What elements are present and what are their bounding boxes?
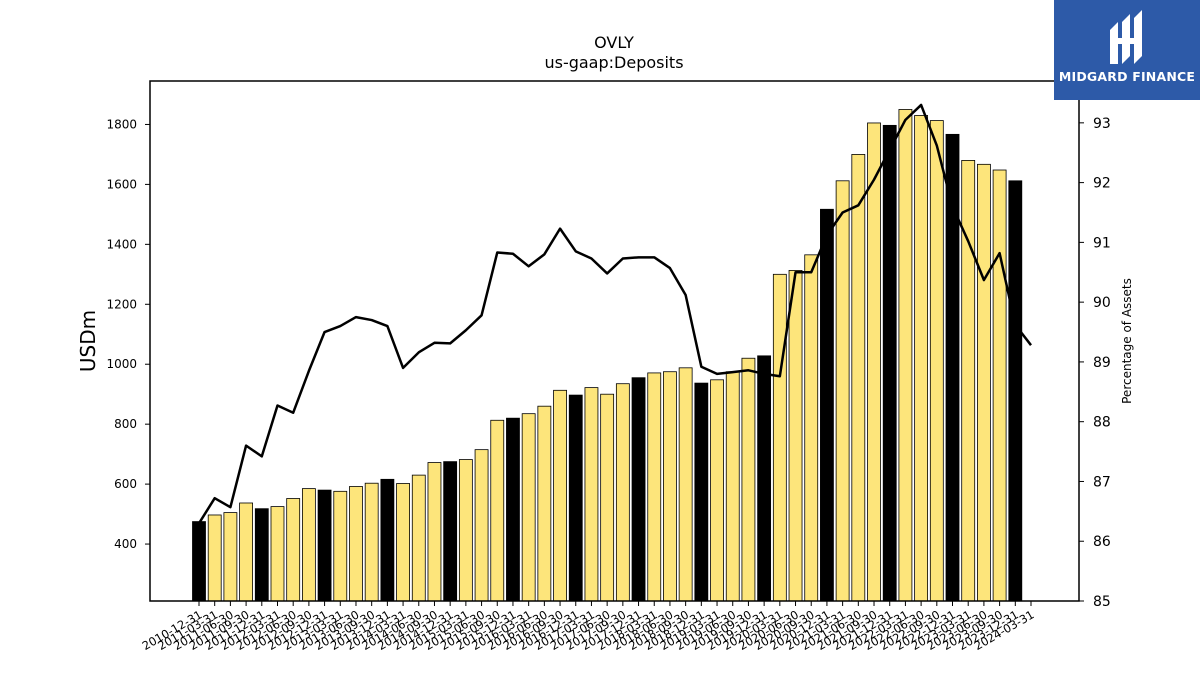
bar-2011-03-31 bbox=[207, 514, 222, 602]
bar-2013-03-31 bbox=[333, 490, 348, 602]
bar-2011-09-30 bbox=[239, 502, 253, 602]
bar-2014-09-30 bbox=[427, 462, 442, 602]
bar-2012-09-30 bbox=[301, 488, 316, 602]
bar-2015-12-31 bbox=[506, 417, 520, 602]
bar-2022-06-30 bbox=[914, 115, 929, 602]
bar-2018-09-30 bbox=[678, 367, 693, 602]
y-tick-label: 1000 bbox=[106, 357, 137, 371]
bar-2020-12-31 bbox=[820, 208, 834, 602]
bar-2023-09-30 bbox=[992, 169, 1007, 602]
y-tick-label: 1400 bbox=[106, 237, 137, 251]
bar-group bbox=[192, 109, 1023, 602]
y-axis-left: 400 600 800 1000 1200 1400 1600 1800 bbox=[106, 117, 150, 551]
percentage-line bbox=[197, 103, 1032, 524]
bar-2017-12-31 bbox=[631, 377, 646, 602]
bar-2014-12-31 bbox=[443, 461, 458, 602]
bar-2021-09-30 bbox=[867, 122, 881, 602]
bar-2019-06-30 bbox=[725, 371, 740, 602]
line-layer bbox=[197, 103, 1032, 524]
bar-2016-03-31 bbox=[521, 413, 536, 602]
bar-2020-09-30 bbox=[804, 254, 819, 602]
bar-2022-03-31 bbox=[898, 109, 913, 602]
y2-tick-label: 91 bbox=[1093, 235, 1111, 251]
bar-2011-12-31 bbox=[254, 508, 269, 602]
bar-2017-03-31 bbox=[584, 387, 599, 602]
y-tick-label: 400 bbox=[114, 537, 137, 551]
bar-2015-09-30 bbox=[490, 419, 505, 602]
bar-2015-03-31 bbox=[458, 459, 473, 602]
y2-axis-label: Percentage of Assets bbox=[1120, 278, 1134, 404]
bar-2010-12-31 bbox=[192, 521, 206, 602]
chart-title: OVLY bbox=[594, 33, 634, 52]
y2-tick-label: 93 bbox=[1093, 116, 1111, 132]
bar-2019-03-31 bbox=[710, 379, 724, 602]
y-tick-label: 1200 bbox=[106, 297, 137, 311]
y-tick-label: 800 bbox=[114, 417, 137, 431]
bar-2020-06-30 bbox=[788, 270, 803, 602]
bar-2016-12-31 bbox=[568, 394, 583, 602]
y-tick-label: 1600 bbox=[106, 177, 137, 191]
bar-2015-06-30 bbox=[474, 449, 489, 602]
bar-2019-12-31 bbox=[757, 355, 772, 602]
bar-2018-03-31 bbox=[647, 372, 662, 602]
y2-tick-label: 88 bbox=[1093, 415, 1111, 431]
bar-2022-09-30 bbox=[929, 120, 944, 602]
y2-tick-label: 90 bbox=[1093, 295, 1111, 311]
bar-2021-06-30 bbox=[851, 154, 866, 602]
bar-2023-12-31 bbox=[1008, 180, 1023, 602]
bar-2012-12-31 bbox=[317, 489, 332, 602]
brand-logo: MIDGARD FINANCE bbox=[1054, 0, 1200, 100]
x-axis: 2010-12-312011-03-312011-06-302011-09-30… bbox=[140, 601, 1037, 653]
y-tick-label: 600 bbox=[114, 477, 137, 491]
bar-2018-12-31 bbox=[694, 382, 709, 602]
bar-2019-09-30 bbox=[741, 357, 756, 602]
plot-frame bbox=[149, 80, 1080, 602]
bar-2017-06-30 bbox=[600, 393, 615, 602]
bar-2016-09-30 bbox=[553, 389, 567, 602]
bar-2012-06-30 bbox=[286, 498, 301, 602]
bar-2017-09-30 bbox=[615, 383, 630, 602]
bar-2021-12-31 bbox=[882, 124, 897, 602]
bar-2012-03-31 bbox=[270, 506, 285, 602]
bar-2023-06-30 bbox=[977, 163, 991, 602]
y2-tick-label: 87 bbox=[1093, 474, 1111, 490]
y2-tick-label: 92 bbox=[1093, 176, 1111, 192]
brand-name: MIDGARD FINANCE bbox=[1058, 69, 1196, 84]
bar-2013-06-30 bbox=[349, 486, 363, 602]
bar-2020-03-31 bbox=[772, 273, 787, 602]
bar-2013-09-30 bbox=[364, 482, 379, 602]
bar-2011-06-30 bbox=[223, 512, 238, 602]
y-axis-label: USDm bbox=[76, 310, 100, 372]
bar-2016-06-30 bbox=[537, 405, 552, 602]
y2-tick-label: 89 bbox=[1093, 355, 1111, 371]
midgard-logo-icon bbox=[1110, 10, 1142, 64]
bar-2013-12-31 bbox=[380, 478, 395, 602]
y2-tick-label: 86 bbox=[1093, 534, 1111, 550]
bar-2014-03-31 bbox=[396, 483, 410, 602]
bar-2018-06-30 bbox=[663, 371, 677, 602]
bar-2023-03-31 bbox=[961, 160, 976, 602]
y2-tick-label: 85 bbox=[1093, 594, 1111, 610]
bar-2014-06-30 bbox=[411, 474, 426, 602]
bar-2021-03-31 bbox=[835, 180, 850, 602]
y-tick-label: 1800 bbox=[106, 117, 137, 131]
y-axis-right: 85 86 87 88 89 90 91 92 93 bbox=[1079, 116, 1111, 610]
chart-subtitle: us-gaap:Deposits bbox=[544, 53, 683, 72]
